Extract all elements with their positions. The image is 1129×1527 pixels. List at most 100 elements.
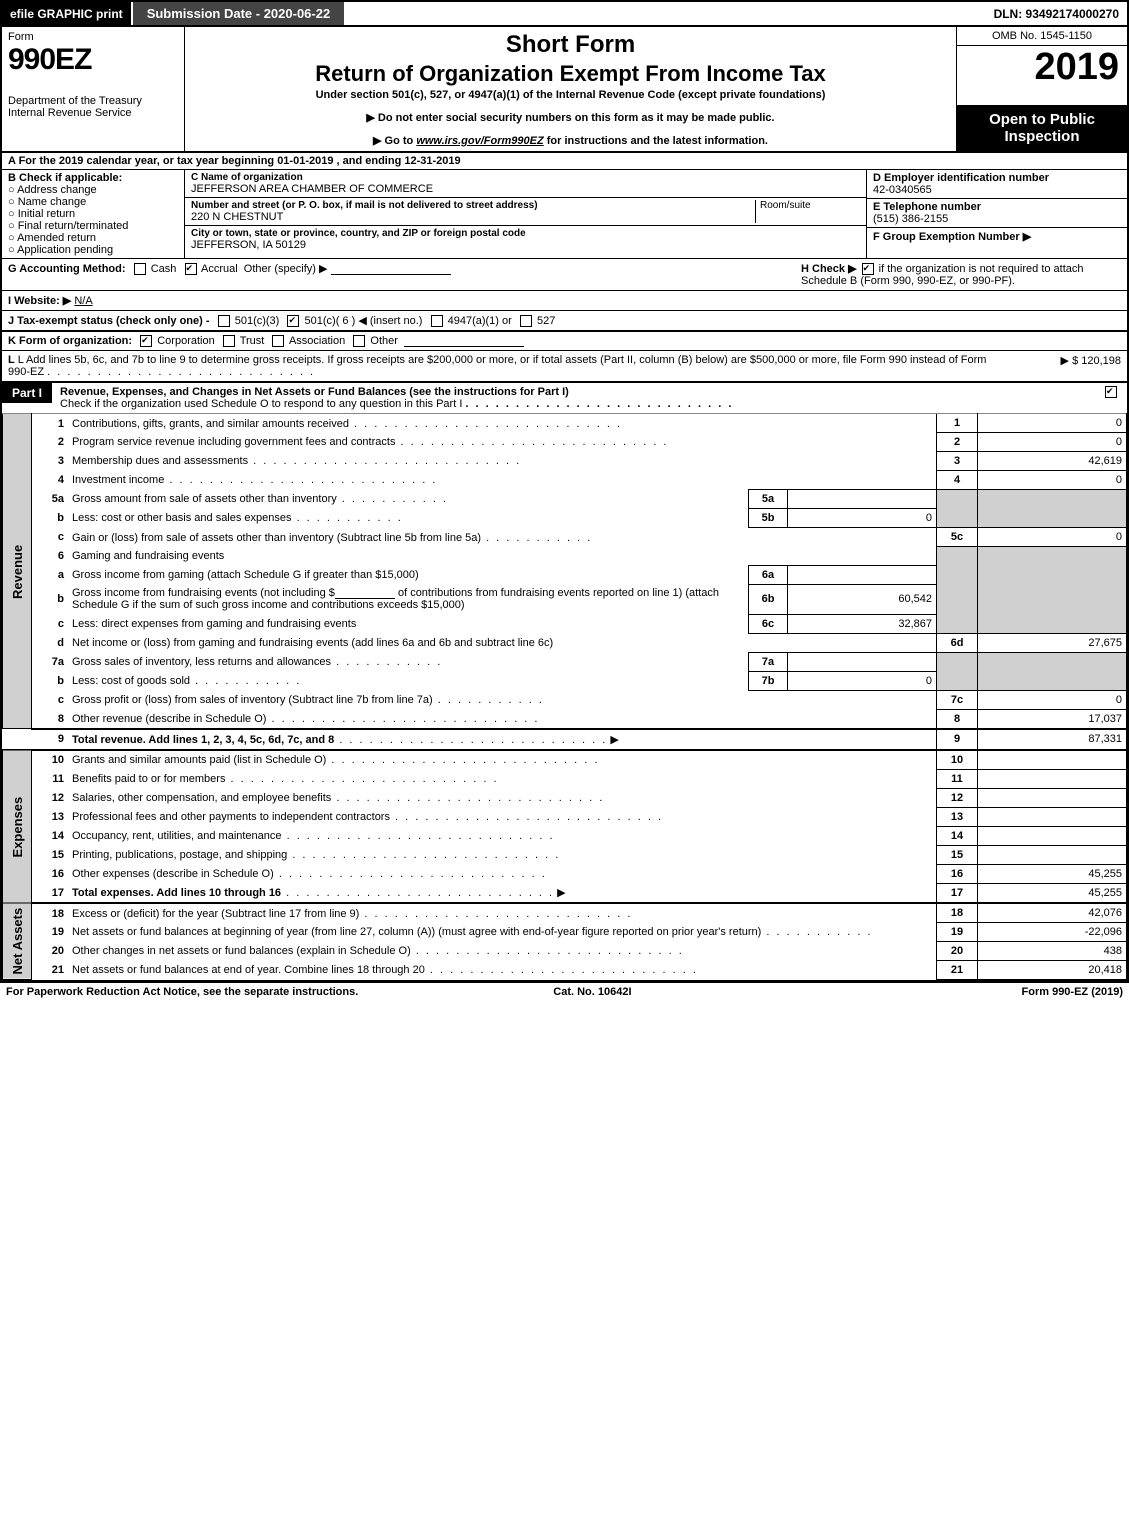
chk-other[interactable] (353, 335, 365, 347)
line-9-desc: Total revenue. Add lines 1, 2, 3, 4, 5c,… (72, 734, 334, 746)
tax-year: 2019 (957, 46, 1127, 89)
j-4947: 4947(a)(1) or (448, 315, 512, 327)
line-2-num: 2 (32, 433, 69, 452)
line-7b-num: b (32, 671, 69, 690)
line-4-num: 4 (32, 471, 69, 490)
line-11-num: 11 (32, 769, 69, 788)
line-16-num: 16 (32, 864, 69, 883)
grey-6 (937, 547, 978, 634)
k-label: K Form of organization: (8, 335, 132, 347)
chk-527[interactable] (520, 315, 532, 327)
dln-label: DLN: 93492174000270 (986, 2, 1127, 25)
l-dots (47, 366, 315, 378)
line-6a-desc: Gross income from gaming (attach Schedul… (68, 565, 749, 584)
section-g: G Accounting Method: Cash Accrual Other … (2, 258, 1127, 290)
irs-label: Internal Revenue Service (8, 107, 178, 119)
chk-h[interactable] (862, 263, 874, 275)
do-not-enter-text: ▶ Do not enter social security numbers o… (193, 111, 948, 124)
line-20-box: 20 (937, 942, 978, 961)
line-6d-val: 27,675 (978, 633, 1127, 652)
short-form-title: Short Form (193, 31, 948, 59)
section-j: J Tax-exempt status (check only one) - 5… (2, 310, 1127, 330)
chk-4947[interactable] (431, 315, 443, 327)
line-6-desc: Gaming and fundraising events (68, 547, 937, 566)
chk-501c3[interactable] (218, 315, 230, 327)
line-6a-num: a (32, 565, 69, 584)
k-other-blank[interactable] (404, 335, 524, 347)
line-14-num: 14 (32, 826, 69, 845)
irs-link[interactable]: www.irs.gov/Form990EZ (416, 135, 543, 147)
line-17-val: 45,255 (978, 883, 1127, 903)
line-12-num: 12 (32, 788, 69, 807)
g-other-blank[interactable] (331, 263, 451, 275)
g-accrual: Accrual (201, 263, 238, 275)
chk-application-pending[interactable]: Application pending (8, 244, 178, 256)
line-17-num: 17 (32, 883, 69, 903)
d-group-label: F Group Exemption Number ▶ (873, 231, 1031, 243)
line-2-box: 2 (937, 433, 978, 452)
line-7c-num: c (32, 690, 69, 709)
line-2-desc: Program service revenue including govern… (72, 436, 669, 448)
line-6a-minival (788, 565, 937, 584)
d-tel-label: E Telephone number (873, 201, 981, 213)
line-6d-num: d (32, 633, 69, 652)
chk-cash[interactable] (134, 263, 146, 275)
form-container: efile GRAPHIC print Submission Date - 20… (0, 0, 1129, 982)
chk-trust[interactable] (223, 335, 235, 347)
column-d: D Employer identification number 42-0340… (866, 170, 1127, 258)
line-9-val: 87,331 (978, 729, 1127, 750)
line-5a-mini: 5a (749, 490, 788, 509)
chk-part1-schedO[interactable] (1105, 386, 1117, 398)
d-ein-value: 42-0340565 (873, 184, 932, 196)
k-assoc: Association (289, 335, 345, 347)
line-7a-minival (788, 652, 937, 671)
chk-amended-return[interactable]: Amended return (8, 232, 178, 244)
grey-7-val (978, 652, 1127, 690)
line-21-desc: Net assets or fund balances at end of ye… (72, 964, 698, 976)
line-6b-blank[interactable] (335, 587, 395, 599)
chk-initial-return[interactable]: Initial return (8, 208, 178, 220)
part1-check (1095, 383, 1127, 401)
line-19-val: -22,096 (978, 923, 1127, 942)
chk-accrual[interactable] (185, 263, 197, 275)
chk-corp[interactable] (140, 335, 152, 347)
line-3-num: 3 (32, 452, 69, 471)
efile-print-label[interactable]: efile GRAPHIC print (2, 2, 131, 25)
line-5b-desc: Less: cost or other basis and sales expe… (72, 512, 403, 524)
c-addr-label: Number and street (or P. O. box, if mail… (191, 200, 755, 211)
k-other: Other (370, 335, 398, 347)
line-5a-num: 5a (32, 490, 69, 509)
line-13-box: 13 (937, 807, 978, 826)
line-7a-num: 7a (32, 652, 69, 671)
chk-final-return[interactable]: Final return/terminated (8, 220, 178, 232)
line-16-val: 45,255 (978, 864, 1127, 883)
line-14-val (978, 826, 1127, 845)
part1-row: Part I Revenue, Expenses, and Changes in… (2, 381, 1127, 413)
line-2-val: 0 (978, 433, 1127, 452)
grey-5 (937, 490, 978, 528)
line-6d-desc: Net income or (loss) from gaming and fun… (68, 633, 937, 652)
column-b: B Check if applicable: Address change Na… (2, 170, 185, 258)
chk-name-change[interactable]: Name change (8, 196, 178, 208)
line-7c-box: 7c (937, 690, 978, 709)
goto-prefix: ▶ Go to (373, 135, 416, 147)
line-15-desc: Printing, publications, postage, and shi… (72, 849, 560, 861)
line-10-num: 10 (32, 750, 69, 770)
line-12-box: 12 (937, 788, 978, 807)
chk-501c[interactable] (287, 315, 299, 327)
line-7c-desc: Gross profit or (loss) from sales of inv… (72, 694, 544, 706)
line-5c-val: 0 (978, 528, 1127, 547)
chk-address-change[interactable]: Address change (8, 184, 178, 196)
header-left: Form 990EZ Department of the Treasury In… (2, 27, 185, 151)
line-1-num: 1 (32, 414, 69, 433)
h-label: H Check ▶ (801, 263, 857, 275)
dept-treasury: Department of the Treasury (8, 95, 178, 107)
line-6c-num: c (32, 614, 69, 633)
line-14-desc: Occupancy, rent, utilities, and maintena… (72, 830, 555, 842)
line-7c-val: 0 (978, 690, 1127, 709)
chk-assoc[interactable] (272, 335, 284, 347)
return-title: Return of Organization Exempt From Incom… (193, 61, 948, 87)
line-8-box: 8 (937, 709, 978, 729)
sidelabel-revenue: Revenue (3, 414, 32, 729)
line-6c-desc: Less: direct expenses from gaming and fu… (72, 618, 356, 630)
